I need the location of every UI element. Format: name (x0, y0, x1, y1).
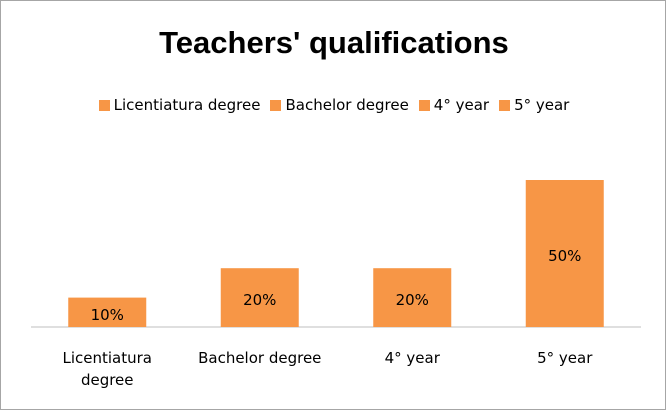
bar (220, 268, 299, 327)
legend-item: Licentiatura degree (98, 96, 261, 114)
legend-item: 4° year (418, 96, 490, 114)
bar (525, 180, 604, 327)
data-label: 10% (91, 306, 124, 324)
bar (373, 268, 452, 327)
x-tick-label: 5° year (537, 349, 593, 367)
x-tick-label: Licentiatura degree (62, 349, 153, 389)
data-label: 20% (396, 291, 429, 309)
legend-label: 4° year (433, 96, 490, 114)
legend-item: 5° year (499, 96, 569, 114)
legend-label: Licentiatura degree (113, 96, 261, 114)
x-tick-label: Bachelor degree (198, 349, 322, 367)
chart-title: Teachers' qualifications (159, 25, 509, 60)
legend-item: Bachelor degree (270, 96, 409, 114)
legend-swatch (499, 99, 511, 111)
legend-swatch (98, 99, 110, 111)
legend-label: 5° year (514, 96, 570, 114)
legend-swatch (270, 99, 282, 111)
data-label: 20% (243, 291, 276, 309)
data-label: 50% (548, 247, 581, 265)
legend: Licentiatura degree Bachelor degree 4° yea… (1, 96, 666, 114)
bar (68, 297, 147, 327)
legend-label: Bachelor degree (285, 96, 409, 114)
legend-swatch (418, 99, 430, 111)
x-tick-label: 4° year (384, 349, 440, 367)
